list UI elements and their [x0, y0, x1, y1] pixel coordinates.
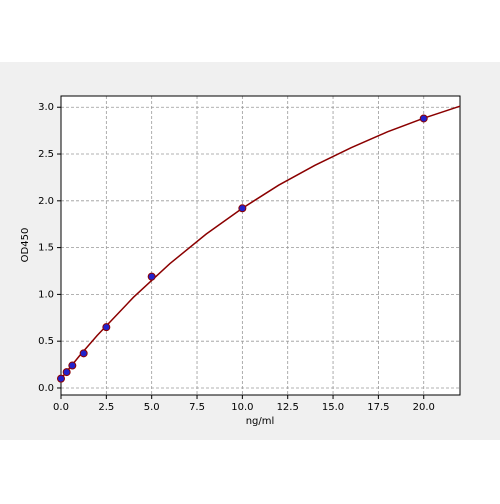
- y-tick-label: 2.0: [38, 196, 54, 207]
- y-tick-label: 0.0: [38, 383, 54, 394]
- data-point: [102, 323, 111, 332]
- data-point: [419, 114, 428, 123]
- plot-frame: [60, 95, 461, 396]
- data-point: [79, 349, 88, 358]
- y-tick-label: 3.0: [38, 102, 54, 113]
- x-tick-label: 12.5: [277, 402, 299, 413]
- x-tick-label: 0.0: [53, 402, 69, 413]
- x-tick-label: 15.0: [322, 402, 344, 413]
- x-tick-label: 20.0: [413, 402, 435, 413]
- x-tick-label: 7.5: [189, 402, 205, 413]
- plot-area: [61, 96, 460, 395]
- data-point: [57, 374, 65, 383]
- y-axis-label: OD450: [20, 228, 31, 263]
- x-tick-label: 2.5: [98, 402, 114, 413]
- y-tick-label: 1.0: [38, 289, 54, 300]
- y-tick-label: 1.5: [38, 243, 54, 254]
- y-tick-label: 0.5: [38, 336, 54, 347]
- data-point: [238, 204, 247, 213]
- data-point: [147, 272, 156, 281]
- x-tick-label: 5.0: [144, 402, 160, 413]
- data-point: [62, 368, 71, 377]
- x-tick-label: 10.0: [231, 402, 253, 413]
- y-tick-label: 2.5: [38, 149, 54, 160]
- data-point: [68, 361, 77, 370]
- x-axis-label: ng/ml: [246, 416, 275, 427]
- x-tick-label: 17.5: [367, 402, 389, 413]
